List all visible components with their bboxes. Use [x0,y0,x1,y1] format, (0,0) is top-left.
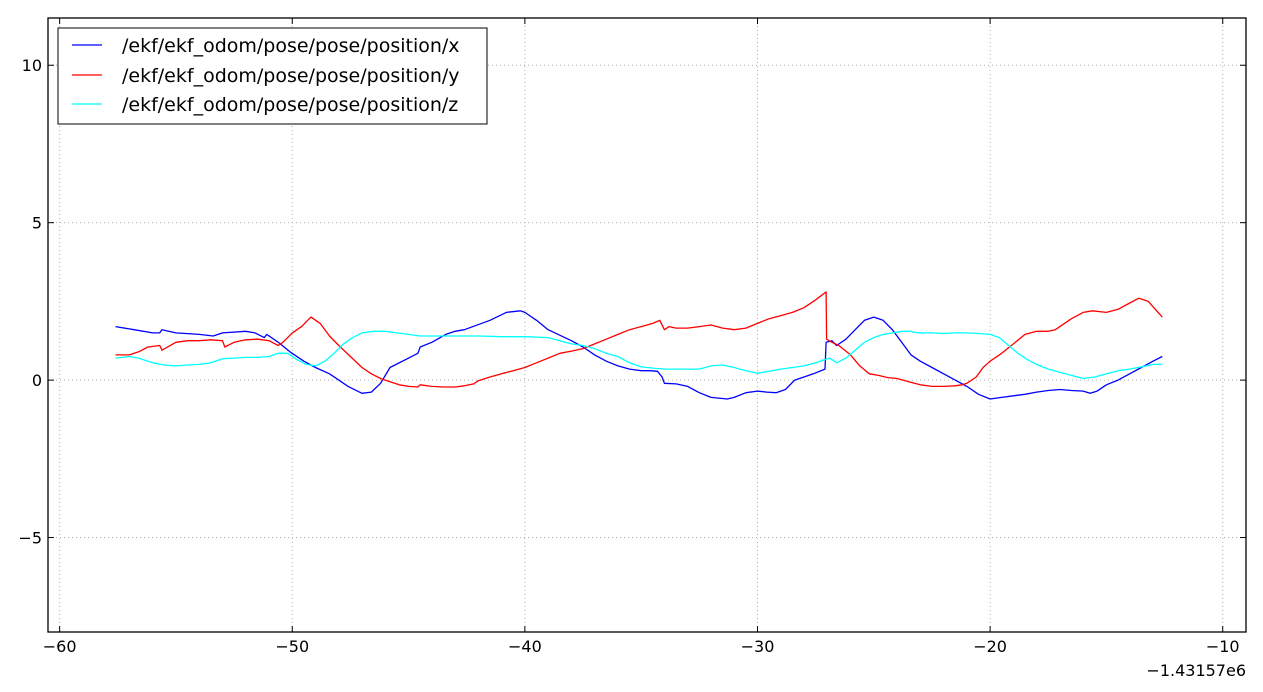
x-tick-label: −60 [43,637,77,656]
series-line-z [115,330,1163,380]
x-tick-label: −10 [1206,637,1240,656]
plot-frame [47,17,1247,633]
y-tick-label: 10 [22,56,42,75]
legend-label-z: /ekf/ekf_odom/pose/pose/position/z [122,94,458,116]
x-tick-label: −50 [275,637,309,656]
legend: /ekf/ekf_odom/pose/pose/position/x /ekf/… [57,27,488,125]
y-tick-label: −5 [18,529,42,548]
series-line-y [115,291,1163,388]
x-tick-label: −30 [741,637,775,656]
legend-label-y: /ekf/ekf_odom/pose/pose/position/y [122,65,460,87]
legend-box [57,27,488,125]
series-lines [115,291,1163,400]
x-tick-label: −40 [508,637,542,656]
series-line-x [115,310,1163,400]
x-tick-label: −20 [973,637,1007,656]
y-tick-label: 5 [32,214,42,233]
legend-label-x: /ekf/ekf_odom/pose/pose/position/x [122,35,460,57]
x-axis-offset-label: −1.43157e6 [1146,661,1246,680]
y-tick-label: 0 [32,371,42,390]
